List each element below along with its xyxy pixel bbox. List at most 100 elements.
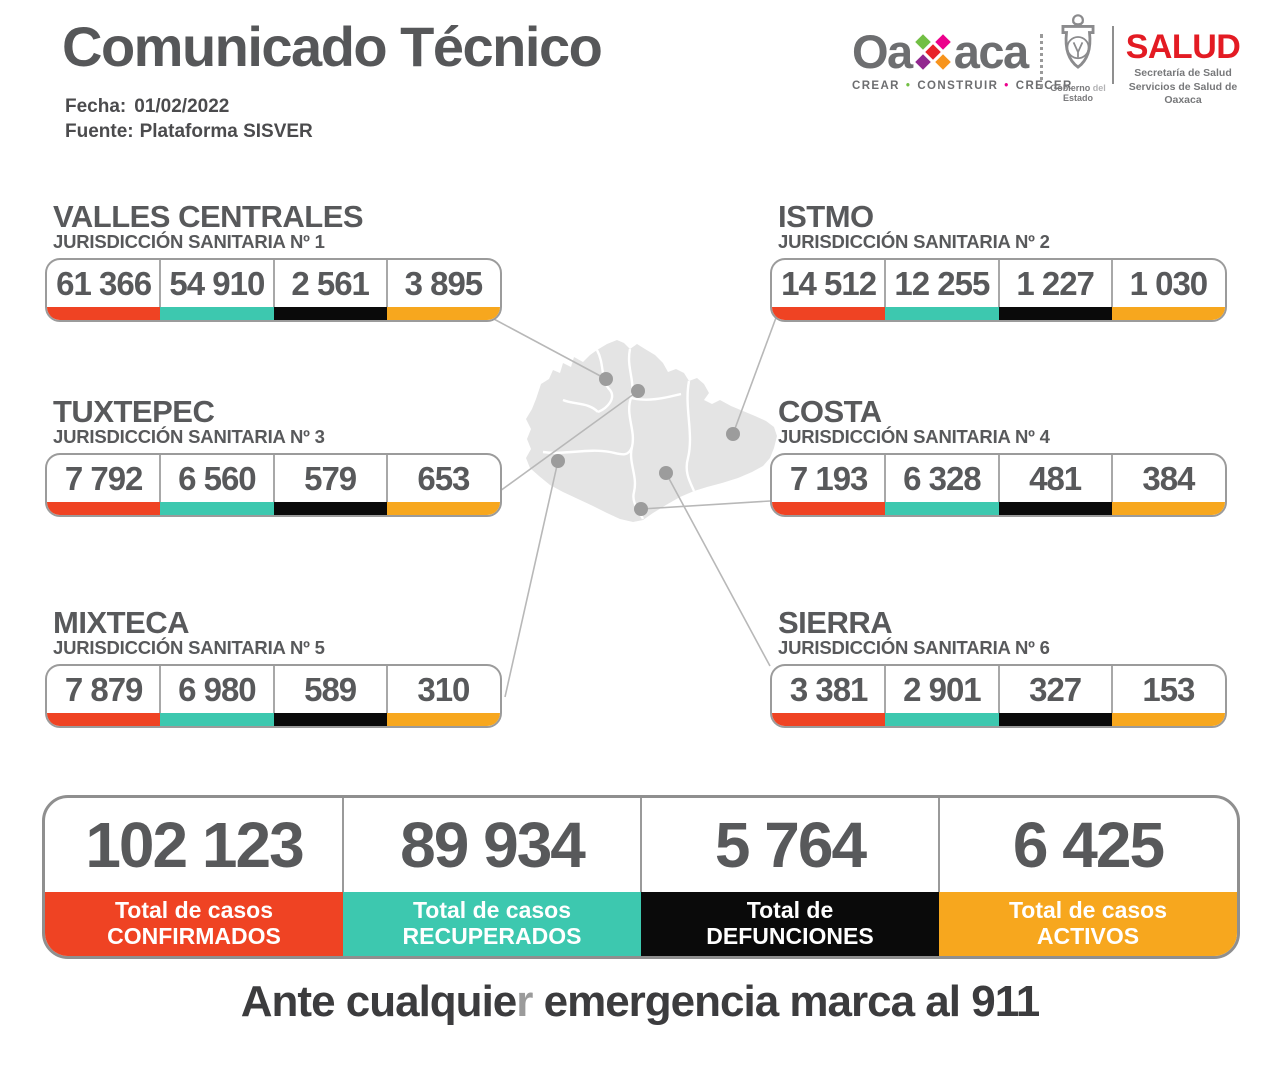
stat-value: 1 030 [1129,264,1209,302]
stat-recovered: 12 255 [885,259,1000,320]
stat-value: 14 512 [781,264,877,302]
total-active: 6 425 Total de casos ACTIVOS [939,798,1237,956]
total-label-line1: Total de casos [412,897,572,924]
stat-confirmed: 7 792 [47,454,162,515]
stat-value: 153 [1142,670,1195,708]
source-label: Fuente: [65,120,134,142]
stat-value: 6 328 [903,459,982,497]
map-marker-sierra [659,466,673,480]
region-jurisdiction: JURISDICCIÓN SANITARIA Nº 4 [778,426,1050,447]
total-recovered: 89 934 Total de casos RECUPERADOS [343,798,642,956]
map-connector-lines [491,314,778,698]
active-color-bar [1111,501,1225,515]
total-value: 5 764 [714,809,867,881]
stat-confirmed: 3 381 [772,665,887,726]
stat-value: 579 [304,459,357,497]
stat-value: 7 792 [64,459,144,497]
oaxaca-map [491,314,778,698]
region-jurisdiction: JURISDICCIÓN SANITARIA Nº 2 [778,231,1050,252]
map-marker-tuxtepec [631,384,645,398]
recovered-color-bar [885,712,999,726]
total-confirmed: 102 123 Total de casos CONFIRMADOS [45,798,344,956]
emergency-text-start: Ante cualquie [240,977,517,1026]
active-color-bar [1111,712,1225,726]
map-marker-mixteca [551,454,565,468]
oaxaca-x-icon [914,33,951,70]
confirmed-color-bar [47,501,161,515]
stat-deaths: 481 [998,454,1114,515]
page-title: Comunicado Técnico [62,15,603,78]
total-label: Total de casos CONFIRMADOS [45,892,343,956]
stat-value: 3 895 [404,264,484,302]
map-marker-costa [634,502,648,516]
active-color-bar [1111,306,1225,320]
stat-value: 653 [417,459,470,497]
stat-value: 310 [417,670,470,708]
total-value: 89 934 [400,809,586,881]
stat-value: 12 255 [894,264,990,302]
stat-value: 61 366 [56,264,152,302]
region-stats-box: 3 381 2 901 327 153 [770,663,1227,728]
stat-deaths: 327 [998,665,1114,726]
salud-subtitle-line1: Secretaría de Salud [1134,67,1232,79]
stat-deaths: 1 227 [998,259,1114,320]
active-color-bar [386,306,500,320]
recovered-color-bar [160,712,274,726]
tagline-construir: CONSTRUIR [917,80,999,92]
source-line: Fuente: Plataforma SISVER [65,120,313,145]
confirmed-color-bar [772,712,886,726]
stat-confirmed: 7 193 [772,454,887,515]
stat-value: 54 910 [169,264,265,302]
map-marker-valles-centrales [599,372,613,386]
region-tuxtepec: TUXTEPEC JURISDICCIÓN SANITARIA Nº 3 7 7… [45,396,502,517]
stat-confirmed: 7 879 [47,665,162,726]
active-color-bar [386,501,500,515]
salud-subtitle: Secretaría de Salud Servicios de Salud d… [1122,67,1244,108]
region-stats-box: 7 879 6 980 589 310 [45,663,502,728]
tagline-bullet-green: • [905,80,912,92]
totals-bar: 102 123 Total de casos CONFIRMADOS 89 93… [42,795,1240,959]
confirmed-color-bar [772,501,886,515]
oaxaca-wordmark-right: aca [953,25,1029,78]
recovered-color-bar [160,306,274,320]
date-line: Fecha: 01/02/2022 [65,95,313,120]
confirmed-color-bar [47,306,161,320]
region-stats-box: 61 366 54 910 2 561 3 895 [45,257,502,322]
deaths-color-bar [998,712,1112,726]
salud-subtitle-line2: Servicios de Salud de Oaxaca [1128,80,1238,107]
tagline-crear: CREAR [852,80,900,92]
emergency-notice: Ante cualquier emergencia marca al 911 [0,977,1280,1026]
gobierno-logo: Gobierno del Estado [1048,14,1108,103]
recovered-color-bar [160,501,274,515]
stat-recovered: 6 980 [160,665,275,726]
confirmed-color-bar [47,712,161,726]
stat-deaths: 579 [273,454,389,515]
map-internal-borders [542,348,696,520]
stat-value: 481 [1029,459,1082,497]
stat-recovered: 54 910 [160,259,275,320]
region-stats-box: 14 512 12 255 1 227 1 030 [770,257,1227,322]
total-label: Total de casos ACTIVOS [939,892,1237,956]
confirmed-color-bar [772,306,886,320]
stat-value: 1 227 [1016,264,1095,302]
total-value: 6 425 [1012,809,1165,881]
deaths-color-bar [273,712,387,726]
stat-value: 589 [304,670,357,708]
source-value: Plataforma SISVER [139,120,313,142]
region-valles-centrales: VALLES CENTRALES JURISDICCIÓN SANITARIA … [45,201,502,322]
deaths-color-bar [998,306,1112,320]
stat-active: 310 [386,666,500,726]
gobierno-caption-word1: Gobierno [1050,83,1091,93]
emergency-text-end: emergencia marca al 911 [532,977,1041,1026]
region-jurisdiction: JURISDICCIÓN SANITARIA Nº 6 [778,637,1050,658]
region-name: VALLES CENTRALES [53,199,364,234]
total-label-line2: CONFIRMADOS [107,923,281,949]
stat-value: 2 901 [903,670,982,708]
region-name: TUXTEPEC [53,394,215,429]
logo-divider-dotted [1040,34,1043,88]
stat-value: 384 [1142,459,1195,497]
stat-value: 327 [1029,670,1082,708]
oaxaca-logo: Oa aca CREAR • CONSTRUIR • CRECER [852,28,1073,92]
stat-value: 7 193 [789,459,869,497]
total-label-line2: ACTIVOS [1036,923,1140,949]
